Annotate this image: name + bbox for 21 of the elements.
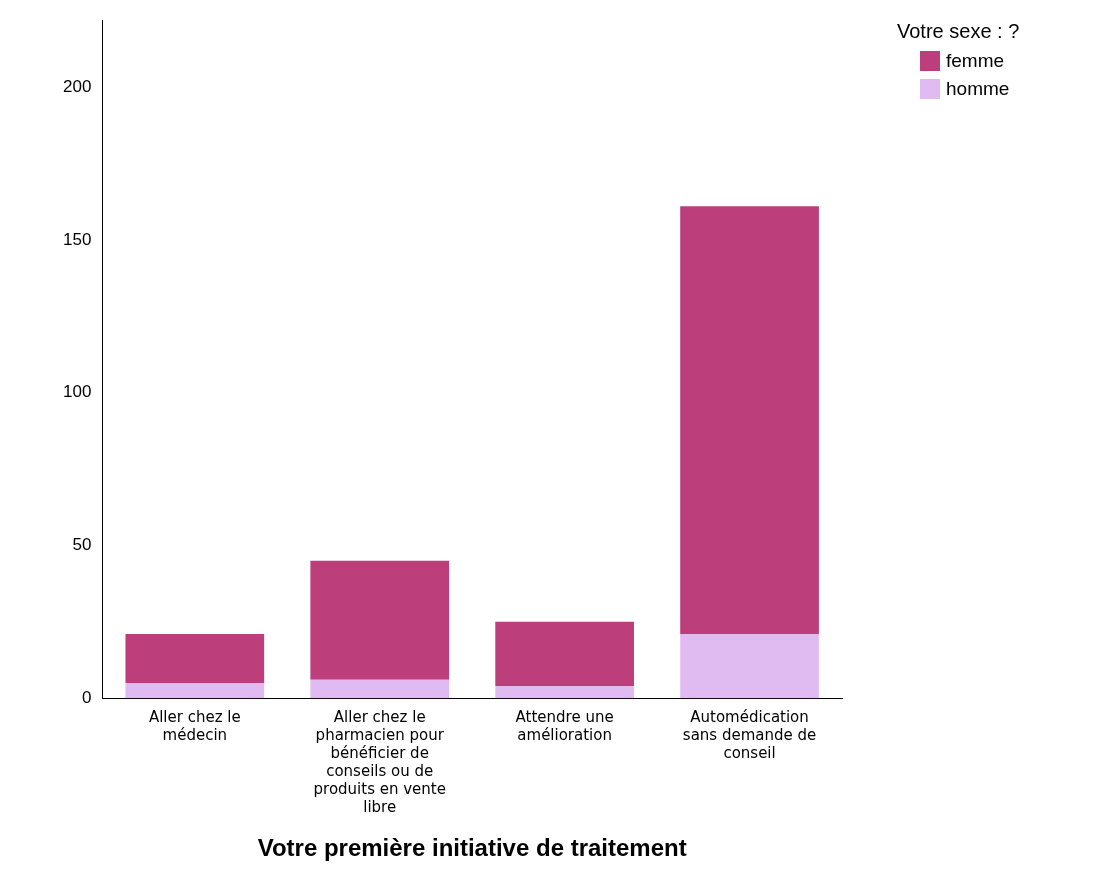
legend-title: Votre sexe : ? bbox=[897, 19, 1020, 42]
bar bbox=[495, 621, 634, 686]
bar bbox=[310, 679, 450, 699]
x-tick-label: Automédication sans demande de conseil bbox=[682, 708, 817, 763]
bar bbox=[310, 560, 450, 680]
legend-label: femme bbox=[946, 49, 1005, 71]
bar bbox=[125, 634, 265, 683]
y-tick-label: 100 bbox=[62, 382, 92, 402]
x-tick-label: Attendre une amélioration bbox=[515, 708, 614, 745]
bar bbox=[680, 206, 819, 635]
x-tick-label: Aller chez le médecin bbox=[148, 708, 241, 745]
y-tick-label: 50 bbox=[72, 535, 92, 555]
x-tick-label: Aller chez le pharmacien pour bénéficier de conseils ou de produits en vente libre bbox=[313, 708, 446, 817]
x-axis-title: Votre première initiative de traitement bbox=[257, 834, 687, 862]
bar bbox=[680, 634, 819, 699]
y-tick-label: 200 bbox=[62, 76, 92, 96]
bar bbox=[495, 685, 634, 699]
y-tick-label: 0 bbox=[81, 687, 92, 707]
y-tick-label: 150 bbox=[62, 229, 92, 249]
legend-label: homme bbox=[946, 77, 1010, 99]
bar bbox=[125, 682, 265, 699]
